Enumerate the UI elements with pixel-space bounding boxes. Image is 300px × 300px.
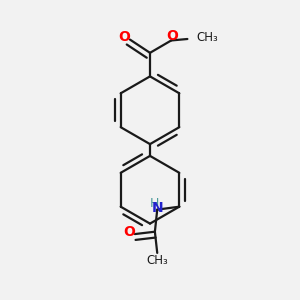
Text: O: O — [124, 225, 136, 239]
Text: N: N — [152, 201, 163, 215]
Text: O: O — [167, 29, 178, 43]
Text: CH₃: CH₃ — [146, 254, 168, 267]
Text: O: O — [119, 30, 130, 44]
Text: CH₃: CH₃ — [196, 31, 218, 44]
Text: H: H — [150, 196, 159, 210]
